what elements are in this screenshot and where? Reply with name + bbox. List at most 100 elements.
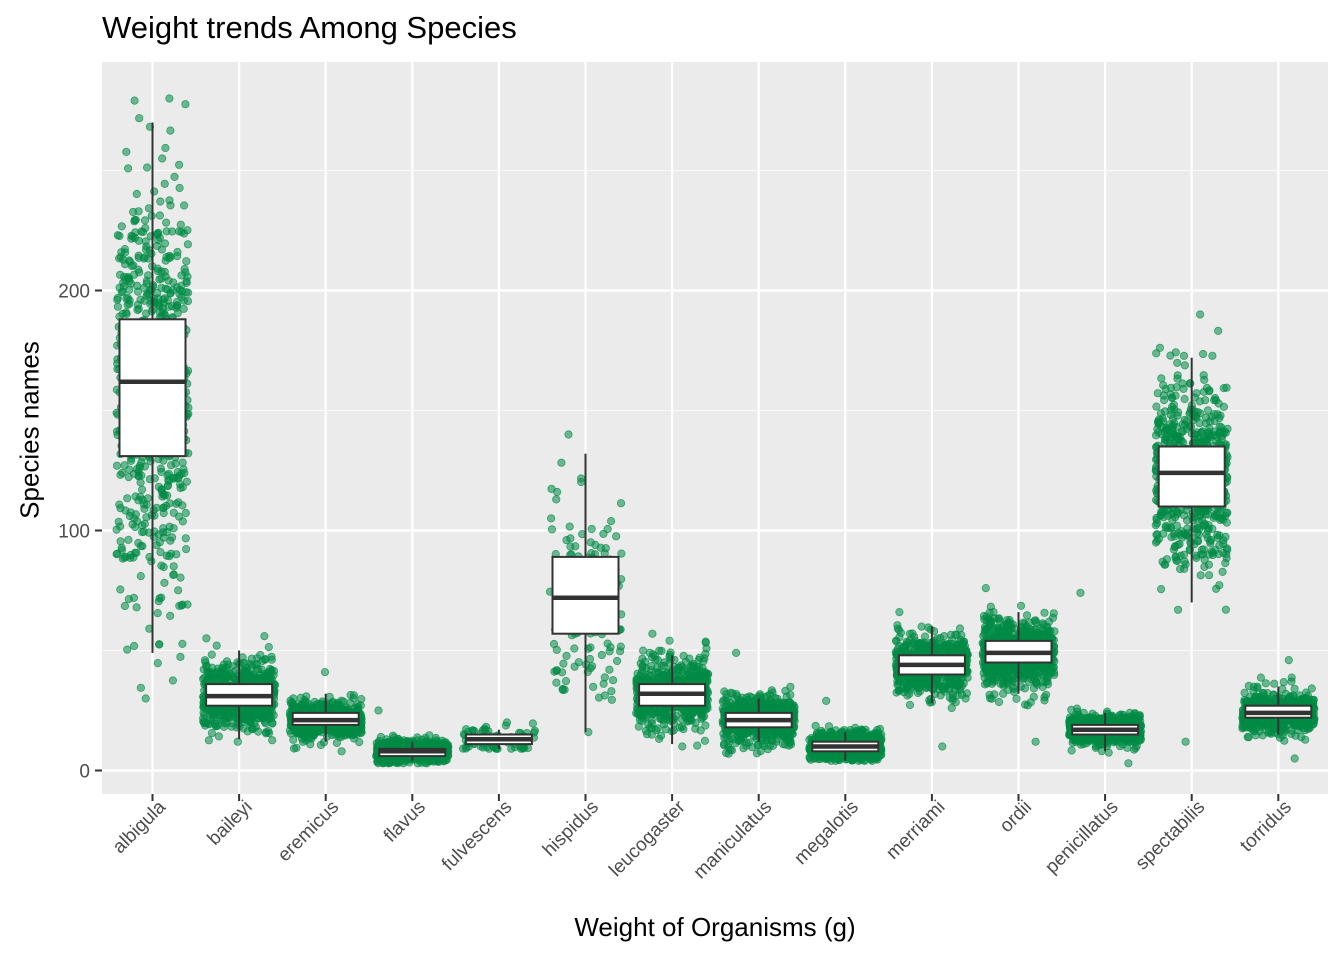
data-point [129,593,138,603]
data-point [212,641,221,650]
data-point [732,689,741,699]
data-point [140,283,149,293]
data-point [742,701,752,710]
data-point [600,691,609,700]
data-point [654,734,664,744]
data-point [166,611,175,621]
data-point [132,603,141,612]
data-point [302,692,311,701]
data-point [559,659,568,668]
data-point [562,535,571,545]
data-point [154,597,163,606]
data-point [606,643,615,652]
data-point [719,740,729,750]
data-point [134,207,143,216]
data-point [349,691,358,700]
data-point [223,672,232,681]
data-point [677,722,687,731]
data-point [122,147,131,156]
data-point [607,687,616,696]
data-point [177,293,186,302]
data-point [659,716,668,725]
data-point [118,468,127,478]
data-point [162,218,171,227]
data-point [140,216,150,225]
data-point [689,671,698,681]
data-point [781,686,790,696]
data-point [183,240,192,249]
data-point [174,586,183,595]
data-point [140,504,149,513]
data-point [552,495,561,504]
data-point [256,650,265,660]
data-point [720,687,729,696]
data-point [240,666,249,675]
data-point [175,160,184,169]
data-point [261,719,270,728]
data-point [264,642,273,652]
data-point [606,516,616,526]
data-point [160,179,169,188]
data-point [647,653,657,662]
data-point [214,732,223,741]
data-point [268,736,277,745]
data-point [175,183,184,193]
data-point [159,503,168,513]
data-point [143,163,152,172]
data-point [648,629,657,638]
data-point [121,506,130,515]
data-point [147,297,156,306]
data-point [142,276,151,285]
data-point [612,532,621,541]
data-point [133,281,142,290]
data-point [176,220,185,229]
data-point [693,741,702,750]
data-point [211,722,220,731]
data-point [689,659,698,669]
data-point [169,570,178,580]
data-point [114,517,123,526]
data-point [736,736,745,745]
data-point [154,267,163,276]
data-point [461,725,471,734]
data-point [718,704,727,713]
data-point [600,673,609,682]
data-point [153,658,162,668]
data-point [158,154,167,163]
data-point [665,636,674,645]
data-point [117,543,126,552]
data-point [760,703,769,712]
data-point [156,197,165,206]
data-point [112,525,121,534]
data-point [135,114,144,123]
data-point [778,739,788,749]
data-point [587,524,596,534]
data-point [724,749,733,758]
data-point [679,651,688,661]
data-point [155,538,164,547]
data-point [113,231,122,240]
data-point [547,525,557,534]
data-point [157,561,166,570]
data-point [202,634,211,643]
data-point [605,665,614,674]
data-point [138,485,147,494]
data-point [682,714,691,723]
data-point [638,654,647,663]
data-point [178,639,187,649]
data-point [261,729,271,738]
data-point [528,719,538,728]
data-point [654,669,663,678]
data-point [749,731,758,741]
data-point [289,744,299,753]
data-point [124,164,133,173]
data-point [233,737,242,746]
data-point [338,729,347,738]
data-point [206,667,215,677]
data-point [165,499,174,508]
data-point [700,736,710,745]
data-point [325,692,334,701]
data-point [127,234,136,243]
data-point [616,499,626,508]
data-point [219,665,228,674]
